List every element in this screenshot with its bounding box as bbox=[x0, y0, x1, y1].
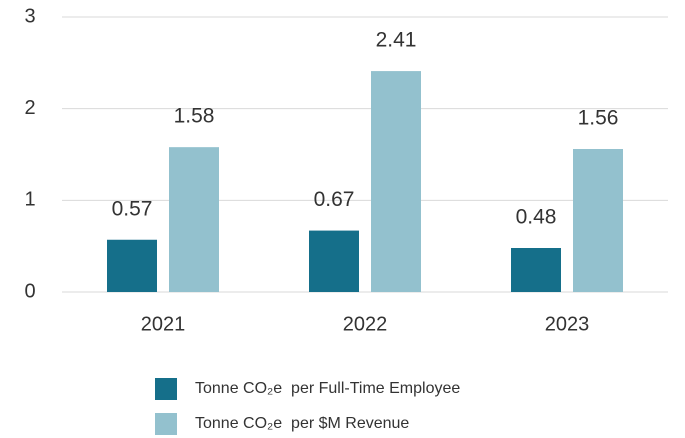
bar bbox=[169, 147, 219, 292]
x-tick-label: 2021 bbox=[141, 313, 186, 335]
value-label: 0.67 bbox=[314, 188, 355, 211]
legend-swatch bbox=[155, 413, 177, 435]
bar bbox=[107, 239, 157, 292]
x-tick-label: 2022 bbox=[343, 313, 388, 335]
value-label: 1.56 bbox=[578, 107, 619, 130]
value-label: 0.48 bbox=[516, 206, 557, 229]
y-tick-label: 1 bbox=[24, 189, 35, 211]
x-tick-label: 2023 bbox=[545, 313, 590, 335]
bar bbox=[573, 149, 623, 292]
y-tick-label: 3 bbox=[24, 5, 35, 27]
legend-label: Tonne CO₂e per $M Revenue bbox=[195, 415, 409, 432]
y-tick-label: 2 bbox=[24, 97, 35, 119]
bar bbox=[371, 71, 421, 292]
bar bbox=[511, 248, 561, 292]
y-tick-label: 0 bbox=[24, 280, 35, 302]
value-label: 0.57 bbox=[112, 197, 153, 220]
value-label: 2.41 bbox=[376, 29, 417, 52]
value-label: 1.58 bbox=[174, 105, 215, 128]
legend-label: Tonne CO₂e per Full-Time Employee bbox=[195, 380, 460, 397]
legend-swatch bbox=[155, 378, 177, 400]
bar bbox=[309, 230, 359, 292]
